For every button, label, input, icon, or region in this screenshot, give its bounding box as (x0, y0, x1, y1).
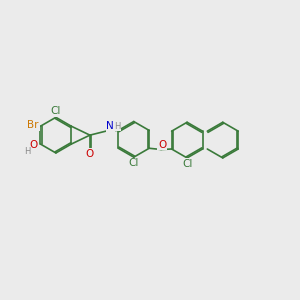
Text: H: H (24, 147, 30, 156)
Text: O: O (158, 140, 166, 150)
Text: Cl: Cl (182, 159, 192, 169)
Text: O: O (86, 149, 94, 159)
Text: H: H (114, 122, 120, 131)
Text: Br: Br (27, 120, 39, 130)
Text: Cl: Cl (51, 106, 61, 116)
Text: Cl: Cl (129, 158, 139, 168)
Text: N: N (106, 121, 114, 131)
Text: O: O (29, 140, 38, 150)
